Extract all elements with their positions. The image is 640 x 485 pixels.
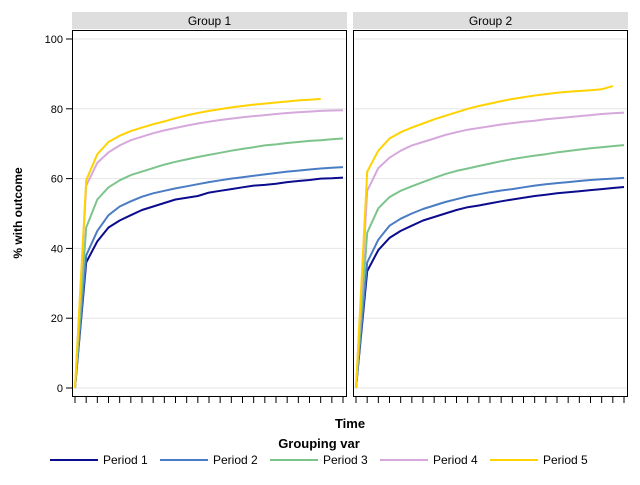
- panel-1: Group 1 0 20 40 60 80 100: [45, 12, 347, 403]
- y-tick-label: 80: [51, 104, 63, 116]
- y-tick-label: 40: [51, 243, 63, 255]
- series-line-period-5: [355, 85, 614, 389]
- panel-frame: [353, 30, 628, 397]
- legend: Period 1 Period 2 Period 3 Period 4 Period 5: [50, 453, 588, 467]
- y-tick-label: 0: [57, 383, 63, 395]
- panel-title: Group 1: [188, 14, 232, 28]
- legend-item: Period 3: [270, 453, 368, 467]
- legend-title: Grouping var: [278, 436, 360, 451]
- series-line-period-1: [74, 176, 344, 389]
- series-line-period-3: [74, 137, 344, 389]
- panel-2: Group 2: [353, 12, 628, 403]
- panel-header: [353, 12, 628, 29]
- series-line-period-2: [355, 176, 625, 389]
- series-line-period-4: [355, 111, 625, 389]
- y-tick-label: 100: [45, 34, 63, 46]
- panel-title: Group 2: [469, 14, 513, 28]
- legend-label: Period 3: [323, 453, 368, 467]
- legend-item: Period 4: [380, 453, 478, 467]
- series-line-period-4: [74, 109, 344, 389]
- y-axis-label: % with outcome: [11, 167, 25, 259]
- series-line-period-5: [74, 98, 321, 389]
- legend-label: Period 4: [433, 453, 478, 467]
- y-tick-label: 60: [51, 174, 63, 186]
- panel-header: [72, 12, 347, 29]
- series-line-period-3: [355, 144, 625, 389]
- legend-item: Period 1: [50, 453, 148, 467]
- legend-item: Period 2: [160, 453, 258, 467]
- panel-frame: [72, 30, 347, 397]
- legend-label: Period 1: [103, 453, 148, 467]
- legend-label: Period 5: [543, 453, 588, 467]
- legend-item: Period 5: [490, 453, 588, 467]
- y-tick-label: 20: [51, 313, 63, 325]
- series-line-period-2: [74, 166, 344, 389]
- legend-label: Period 2: [213, 453, 258, 467]
- x-axis-label: Time: [335, 416, 365, 431]
- series-line-period-1: [355, 186, 625, 389]
